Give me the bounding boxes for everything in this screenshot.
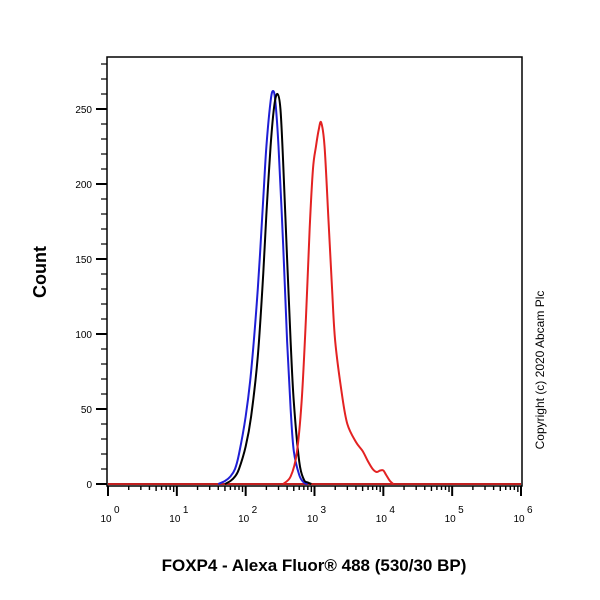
y-tick-label: 100: [75, 330, 92, 341]
series-black-line: [224, 92, 312, 485]
y-tick-label: 150: [75, 255, 92, 266]
series-blue-line: [217, 89, 309, 485]
x-tick-exponent: 2: [252, 505, 258, 516]
x-axis-label: FOXP4 - Alexa Fluor® 488 (530/30 BP): [162, 556, 467, 575]
y-tick-label: 200: [75, 180, 92, 191]
x-tick-exponent: 4: [389, 505, 395, 516]
x-tick-exponent: 3: [321, 505, 327, 516]
x-tick-label: 10: [238, 514, 250, 525]
x-tick-exponent: 1: [183, 505, 189, 516]
plot-area: [108, 89, 521, 485]
x-tick-label: 10: [169, 514, 181, 525]
y-axis-label: Count: [30, 246, 50, 298]
y-tick-label: 250: [75, 105, 92, 116]
x-tick-label: 10: [513, 514, 525, 525]
x-tick-label: 10: [307, 514, 319, 525]
y-tick-label: 50: [81, 405, 93, 416]
x-tick-exponent: 0: [114, 505, 120, 516]
x-tick-label: 10: [445, 514, 457, 525]
plot-frame: [106, 56, 523, 487]
series-red-line: [282, 120, 395, 485]
x-tick-label: 10: [376, 514, 388, 525]
copyright-notice: Copyright (c) 2020 Abcam Plc: [533, 291, 547, 450]
x-tick-label: 10: [100, 514, 112, 525]
x-tick-exponent: 5: [458, 505, 464, 516]
y-tick-label: 0: [86, 480, 92, 491]
x-tick-exponent: 6: [527, 505, 533, 516]
y-axis: 0 50 100 150 200 250: [75, 63, 107, 491]
